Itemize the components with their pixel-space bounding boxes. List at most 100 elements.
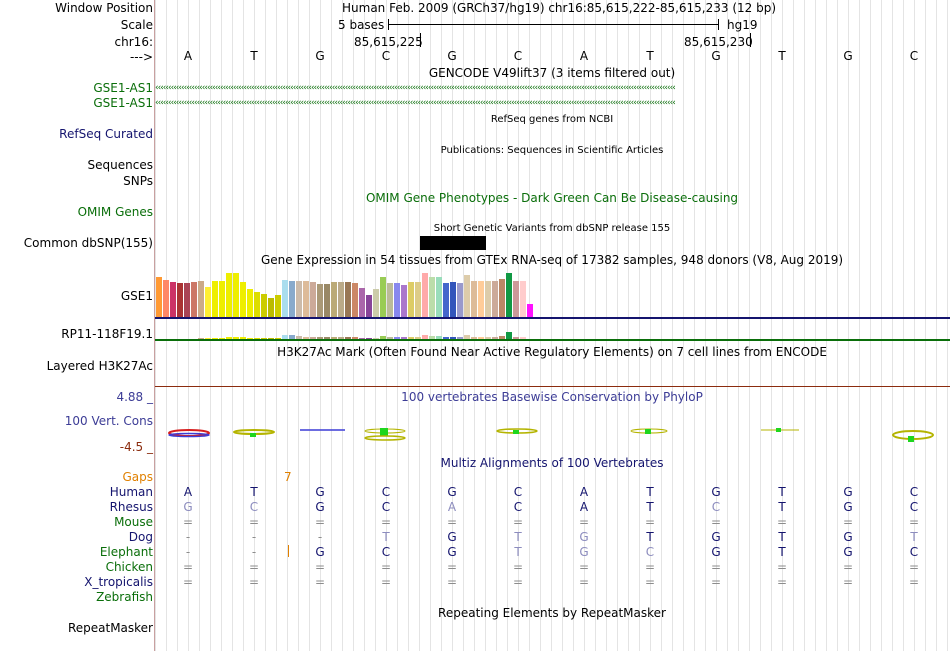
h3k27ac-track-title[interactable]: H3K27Ac Mark (Often Found Near Active Re… bbox=[277, 345, 827, 359]
gtex-tissue-bar[interactable] bbox=[520, 337, 526, 339]
alignment-species-label[interactable]: Zebrafish bbox=[96, 590, 153, 604]
gtex-tissue-bar[interactable] bbox=[387, 337, 393, 339]
gtex-tissue-bar[interactable] bbox=[282, 280, 288, 317]
gtex-tissue-bar[interactable] bbox=[527, 304, 533, 317]
gtex-tissue-bar[interactable] bbox=[380, 277, 386, 317]
gtex-tissue-bar[interactable] bbox=[247, 289, 253, 317]
gtex-tissue-bar[interactable] bbox=[422, 335, 428, 339]
gtex-tissue-bar[interactable] bbox=[506, 332, 512, 339]
gtex-tissue-bar[interactable] bbox=[457, 283, 463, 317]
alignment-species-label[interactable]: Mouse bbox=[114, 515, 153, 529]
gtex-tissue-bar[interactable] bbox=[226, 273, 232, 317]
gtex-tissue-bar[interactable] bbox=[429, 336, 435, 339]
gtex-tissue-bar[interactable] bbox=[184, 283, 190, 317]
refseq-track-title[interactable]: RefSeq genes from NCBI bbox=[490, 114, 614, 125]
gtex-tissue-bar[interactable] bbox=[478, 281, 484, 317]
gtex-tissue-bar[interactable] bbox=[233, 337, 239, 339]
refseq-track-label[interactable]: RefSeq Curated bbox=[59, 127, 153, 141]
gtex-tissue-bar[interactable] bbox=[492, 281, 498, 317]
gtex-tissue-bar[interactable] bbox=[219, 281, 225, 317]
gtex-tissue-bar[interactable] bbox=[289, 281, 295, 317]
gtex-tissue-bar[interactable] bbox=[373, 338, 379, 339]
gtex-tissue-bar[interactable] bbox=[415, 337, 421, 339]
gtex-tissue-bar[interactable] bbox=[471, 337, 477, 339]
gtex-tissue-bar[interactable] bbox=[443, 337, 449, 339]
gtex-tissue-bar[interactable] bbox=[436, 336, 442, 339]
gtex-tissue-bar[interactable] bbox=[359, 338, 365, 339]
gtex-tissue-bar[interactable] bbox=[310, 337, 316, 339]
gtex-tissue-bar[interactable] bbox=[338, 337, 344, 339]
gtex-tissue-bar[interactable] bbox=[366, 338, 372, 339]
gtex-tissue-bar[interactable] bbox=[247, 338, 253, 339]
gtex-tissue-bar[interactable] bbox=[261, 294, 267, 317]
omim-track-title[interactable]: OMIM Gene Phenotypes - Dark Green Can Be… bbox=[365, 191, 739, 205]
alignment-species-label[interactable]: Rhesus bbox=[109, 500, 153, 514]
gtex-tissue-bar[interactable] bbox=[303, 337, 309, 339]
publications-track-label[interactable]: Sequences bbox=[87, 158, 153, 172]
gtex-tissue-bar[interactable] bbox=[408, 337, 414, 339]
gtex-tissue-bar[interactable] bbox=[331, 337, 337, 339]
gtex-tissue-bar[interactable] bbox=[296, 336, 302, 339]
gtex-tissue-bar[interactable] bbox=[177, 283, 183, 317]
gtex-tissue-bar[interactable] bbox=[345, 337, 351, 339]
conservation-plot[interactable] bbox=[155, 420, 950, 450]
gtex-tissue-bar[interactable] bbox=[268, 338, 274, 339]
omim-track-label[interactable]: OMIM Genes bbox=[77, 205, 153, 219]
gtex-tissue-bar[interactable] bbox=[198, 281, 204, 317]
gtex-tissue-bar[interactable] bbox=[499, 279, 505, 317]
gtex-tissue-bar[interactable] bbox=[492, 337, 498, 339]
gtex-tissue-bar[interactable] bbox=[170, 282, 176, 317]
alignment-species-label[interactable]: Human bbox=[109, 485, 153, 499]
gtex-tissue-bar[interactable] bbox=[310, 282, 316, 317]
gtex-tissue-bar[interactable] bbox=[240, 282, 246, 317]
gtex-tissue-bar[interactable] bbox=[226, 337, 232, 339]
gtex-tissue-bar[interactable] bbox=[317, 284, 323, 317]
gtex-tissue-bar[interactable] bbox=[464, 275, 470, 317]
gtex-tissue-bar[interactable] bbox=[198, 338, 204, 339]
gtex-track-title[interactable]: Gene Expression in 54 tissues from GTEx … bbox=[260, 253, 844, 267]
gtex-tissue-bar[interactable] bbox=[156, 277, 162, 317]
gtex-tissue-bar[interactable] bbox=[240, 337, 246, 339]
publications-track-title[interactable]: Publications: Sequences in Scientific Ar… bbox=[440, 145, 664, 156]
gtex-tissue-bar[interactable] bbox=[422, 273, 428, 317]
dbsnp-track-label[interactable]: Common dbSNP(155) bbox=[23, 236, 153, 250]
gtex-tissue-bar[interactable] bbox=[163, 280, 169, 317]
gtex-tissue-bar[interactable] bbox=[352, 337, 358, 339]
gtex-tissue-bar[interactable] bbox=[212, 338, 218, 339]
gtex-tissue-bar[interactable] bbox=[261, 338, 267, 339]
gtex-tissue-bar[interactable] bbox=[254, 292, 260, 317]
gtex-tissue-bar[interactable] bbox=[254, 338, 260, 339]
gtex-tissue-bar[interactable] bbox=[387, 283, 393, 317]
gtex-tissue-bar[interactable] bbox=[331, 282, 337, 317]
gtex-tissue-bar[interactable] bbox=[478, 337, 484, 339]
gtex-tissue-bar[interactable] bbox=[212, 281, 218, 317]
gtex-tissue-bar[interactable] bbox=[219, 338, 225, 339]
gencode-item-2-feature[interactable]: ‹‹‹‹‹‹‹‹‹‹‹‹‹‹‹‹‹‹‹‹‹‹‹‹‹‹‹‹‹‹‹‹‹‹‹‹‹‹‹‹… bbox=[155, 99, 676, 108]
gencode-item-1-feature[interactable]: ‹‹‹‹‹‹‹‹‹‹‹‹‹‹‹‹‹‹‹‹‹‹‹‹‹‹‹‹‹‹‹‹‹‹‹‹‹‹‹‹… bbox=[155, 84, 676, 93]
dbsnp-track-title[interactable]: Short Genetic Variants from dbSNP releas… bbox=[433, 223, 671, 234]
gtex-tissue-bar[interactable] bbox=[352, 283, 358, 317]
gtex-tissue-bar[interactable] bbox=[205, 338, 211, 339]
gtex-tissue-bar[interactable] bbox=[520, 281, 526, 317]
gtex-tissue-bar[interactable] bbox=[317, 337, 323, 339]
gencode-item-2-label[interactable]: GSE1-AS1 bbox=[93, 96, 153, 110]
alignment-species-label[interactable]: X_tropicalis bbox=[84, 575, 153, 589]
gtex-tissue-bar[interactable] bbox=[429, 277, 435, 317]
gtex-tissue-bar[interactable] bbox=[289, 335, 295, 339]
gtex-tissue-bar[interactable] bbox=[275, 295, 281, 317]
snps-track-label[interactable]: SNPs bbox=[123, 174, 153, 188]
gtex-tissue-bar[interactable] bbox=[457, 337, 463, 339]
gtex-tissue-bar[interactable] bbox=[282, 335, 288, 339]
gtex-tissue-bar[interactable] bbox=[485, 281, 491, 317]
multiz-track-title[interactable]: Multiz Alignments of 100 Vertebrates bbox=[440, 456, 664, 470]
alignment-species-label[interactable]: Chicken bbox=[105, 560, 153, 574]
gtex-tissue-bar[interactable] bbox=[471, 281, 477, 317]
gencode-item-1-label[interactable]: GSE1-AS1 bbox=[93, 81, 153, 95]
gtex-tissue-bar[interactable] bbox=[233, 273, 239, 317]
gtex-tissue-bar[interactable] bbox=[485, 337, 491, 339]
gtex-tissue-bar[interactable] bbox=[506, 273, 512, 317]
gtex-tissue-bar[interactable] bbox=[296, 281, 302, 317]
gtex-tissue-bar[interactable] bbox=[205, 287, 211, 317]
conservation-track-title[interactable]: 100 vertebrates Basewise Conservation by… bbox=[401, 390, 703, 404]
gtex-tissue-bar[interactable] bbox=[513, 337, 519, 339]
